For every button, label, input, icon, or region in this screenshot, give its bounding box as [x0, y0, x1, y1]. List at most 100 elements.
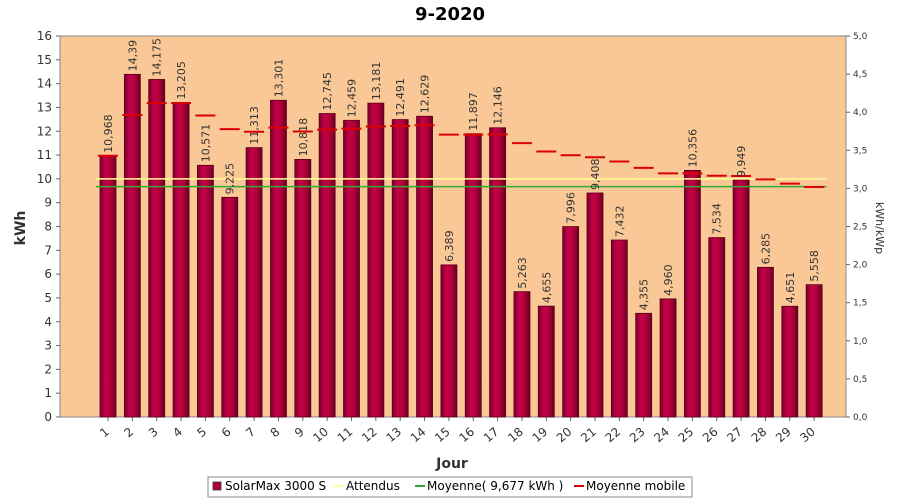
bar: [513, 291, 531, 418]
bar: [537, 305, 555, 418]
bar-value-label: 13,205: [175, 61, 188, 100]
bar-value-label: 13,301: [272, 59, 285, 98]
x-tick-label: 17: [481, 425, 502, 446]
bar-value-labels: 10,968 14,39 14,175 13,205 10,571 9,225 11,313…: [102, 38, 821, 310]
bar: [440, 264, 458, 418]
x-tick-label: 15: [432, 425, 453, 446]
x-tick-label: 25: [676, 425, 697, 446]
x-tick-label: 11: [335, 425, 356, 446]
bar: [148, 79, 166, 418]
y-tick-label: 5: [44, 291, 52, 305]
bar: [684, 169, 701, 418]
y-tick-label: 4: [44, 315, 52, 329]
bar: [586, 192, 604, 418]
x-tick-label: 22: [603, 425, 624, 446]
bar: [464, 133, 482, 418]
bar: [659, 298, 677, 418]
x-tick-label: 16: [456, 425, 477, 446]
bar: [610, 239, 628, 418]
x-tick-label: 27: [724, 425, 745, 446]
y-tick-label: 11: [37, 148, 52, 162]
bar-value-label: 6,389: [443, 230, 456, 262]
y-right-tick-label: 0,0: [853, 413, 868, 423]
y-tick-label: 0: [44, 410, 52, 424]
y-tick-label: 2: [44, 362, 52, 376]
legend-label: SolarMax 3000 S: [225, 479, 326, 493]
bar-value-label: 6,285: [759, 233, 772, 265]
bar-value-label: 4,655: [540, 272, 553, 304]
y-right-tick-label: 1,0: [853, 337, 868, 347]
bar-value-label: 10,356: [686, 129, 699, 168]
x-tick-label: 9: [292, 425, 307, 441]
y-right-tick-label: 5,0: [853, 32, 868, 42]
bar: [123, 73, 141, 418]
bar: [708, 237, 726, 418]
bar: [367, 102, 385, 418]
bar-value-label: 9,225: [224, 163, 237, 195]
bar: [196, 164, 214, 418]
y-tick-label: 9: [44, 196, 52, 210]
bar-value-label: 11,897: [467, 92, 480, 131]
bar: [805, 284, 823, 418]
y-right-tick-label: 3,0: [853, 184, 868, 194]
bar-value-label: 9,949: [735, 146, 748, 178]
x-tick-label: 29: [773, 425, 794, 446]
x-tick-label: 24: [651, 425, 672, 446]
bar-value-label: 5,263: [516, 257, 529, 289]
bar-value-label: 7,432: [613, 206, 626, 238]
x-tick-label: 26: [700, 425, 721, 446]
y-right-tick-label: 0,5: [853, 375, 867, 385]
y-tick-label: 8: [44, 220, 52, 234]
x-tick-label: 12: [359, 425, 380, 446]
bar-value-label: 5,558: [808, 250, 821, 282]
bar: [294, 158, 312, 418]
x-tick-label: 6: [219, 425, 234, 441]
bar-value-label: 12,459: [346, 79, 359, 118]
bar-value-label: 4,651: [784, 272, 797, 304]
bar-value-label: 10,818: [297, 118, 310, 157]
y-tick-label: 7: [44, 243, 52, 257]
y-tick-label: 3: [44, 339, 52, 353]
x-tick-label: 8: [268, 425, 283, 441]
bar: [635, 312, 653, 418]
y-right-tick-label: 2,5: [853, 223, 867, 233]
line-series: [95, 102, 827, 188]
bar-value-label: 4,355: [638, 279, 651, 311]
bar-value-label: 10,571: [199, 124, 212, 163]
bar-value-label: 13,181: [370, 62, 383, 101]
legend: SolarMax 3000 S Attendus Moyenne( 9,677 kW…: [207, 476, 693, 498]
y-tick-label: 6: [44, 267, 52, 281]
bar-value-label: 12,629: [419, 75, 432, 114]
legend-box: [207, 476, 693, 498]
y-tick-label: 16: [37, 29, 52, 43]
y-tick-label: 13: [37, 100, 52, 114]
legend-swatch: [212, 481, 222, 491]
y-tick-label: 12: [37, 124, 52, 138]
bar-value-label: 14,175: [151, 38, 164, 77]
y-axis-right-title: kWh/kWp: [873, 202, 886, 254]
bar: [172, 102, 190, 418]
y-right-tick-label: 2,0: [853, 261, 868, 271]
x-tick-label: 21: [578, 425, 599, 446]
x-tick-label: 2: [121, 425, 136, 441]
bar: [416, 115, 433, 418]
bar-value-label: 12,146: [492, 86, 505, 124]
bar-value-label: 9,408: [589, 158, 602, 190]
bar-value-label: 12,491: [394, 78, 407, 117]
bar: [318, 113, 336, 418]
legend-label: Attendus: [346, 479, 400, 493]
bar: [270, 99, 287, 418]
x-tick-label: 1: [97, 425, 112, 441]
y-tick-label: 14: [37, 77, 52, 91]
y-right-tick-label: 4,0: [853, 108, 868, 118]
chart-title: 9-2020: [415, 4, 485, 25]
bar: [562, 226, 580, 418]
x-tick-label: 28: [749, 425, 770, 446]
bar-value-label: 11,313: [248, 106, 261, 145]
y-axis-right: 0,0 0,5 1,0 1,5 2,0 2,5 3,0 3,5 4,0 4,5 5,0: [846, 32, 868, 423]
x-tick-label: 19: [530, 425, 551, 446]
bar: [221, 196, 239, 418]
